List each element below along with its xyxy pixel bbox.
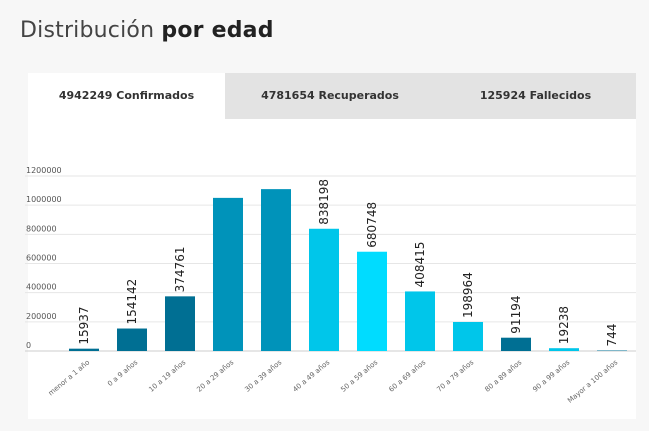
tab-recuperados[interactable]: 4781654 Recuperados [261, 89, 399, 102]
tab-fallecidos[interactable]: 125924 Fallecidos [479, 89, 592, 102]
category-label: 70 a 79 años [435, 358, 475, 394]
bar [453, 321, 483, 351]
category-label: Mayor a 100 años [566, 358, 619, 405]
bar [309, 228, 339, 351]
data-label: 91194 [509, 296, 523, 334]
y-tick-label: 200000 [26, 312, 57, 321]
y-tick-label: 1200000 [26, 166, 62, 175]
y-tick-label: 1000000 [26, 195, 62, 204]
bar [501, 337, 531, 351]
data-label: 838198 [317, 179, 331, 225]
data-label: 15937 [77, 306, 91, 344]
category-label: 80 a 89 años [483, 358, 523, 394]
category-label: menor a 1 año [47, 358, 91, 397]
y-tick-label: 800000 [26, 224, 57, 233]
category-label: 50 a 59 años [339, 358, 379, 394]
bar [261, 189, 291, 351]
category-label: 60 a 69 años [387, 358, 427, 394]
bar [405, 291, 435, 351]
data-label: 744 [605, 324, 619, 347]
tab-confirmados[interactable]: 4942249 Confirmados [28, 73, 225, 119]
data-label: 680748 [365, 202, 379, 248]
bar [117, 328, 147, 351]
category-label: 0 a 9 años [106, 358, 139, 388]
data-label: 374761 [173, 247, 187, 293]
page-title: Distribución por edad [20, 18, 274, 43]
title-light: Distribución [20, 18, 155, 43]
data-label: 19238 [557, 306, 571, 344]
category-label: 40 a 49 años [291, 358, 331, 394]
bar [213, 197, 243, 351]
title-bold: por edad [161, 18, 274, 43]
category-label: 90 a 99 años [531, 358, 571, 394]
bar [597, 350, 627, 351]
bar [69, 348, 99, 351]
category-label: 10 a 19 años [147, 358, 187, 394]
y-tick-label: 0 [26, 341, 31, 350]
data-label: 408415 [413, 242, 427, 288]
y-tick-label: 400000 [26, 283, 57, 292]
bar [357, 251, 387, 351]
y-tick-label: 600000 [26, 254, 57, 263]
data-label: 154142 [125, 279, 139, 325]
tab-bar: 4942249 Confirmados 4781654 Recuperados … [28, 73, 636, 119]
data-label: 198964 [461, 272, 475, 318]
bar [549, 348, 579, 351]
bar [165, 296, 195, 351]
category-label: 20 a 29 años [195, 358, 235, 394]
category-label: 30 a 39 años [243, 358, 283, 394]
